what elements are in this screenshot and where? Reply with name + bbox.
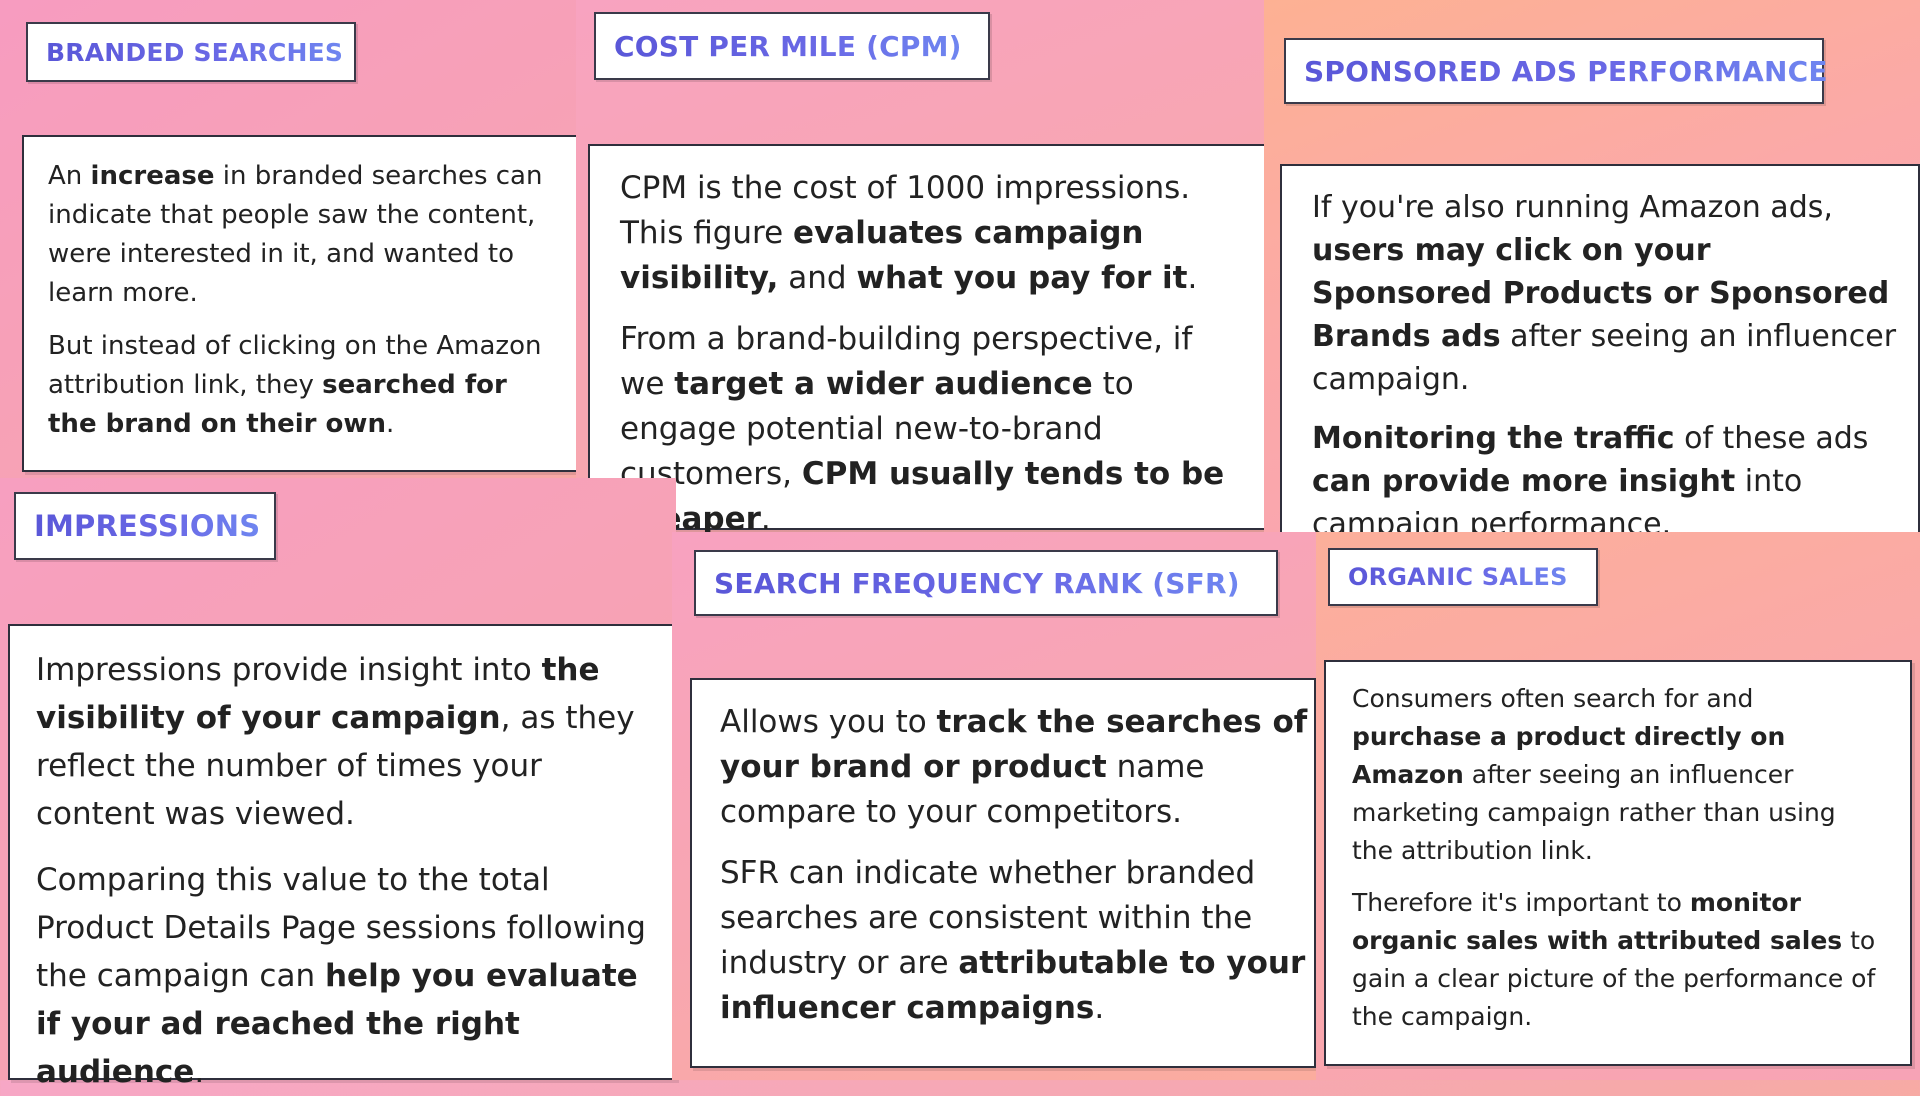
branded-searches-title: BRANDED SEARCHES	[46, 37, 344, 67]
branded-searches-paragraph-1: An increase in branded searches can indi…	[48, 161, 543, 308]
cpm-body: CPM is the cost of 1000 impressions. Thi…	[588, 144, 1266, 537]
cpm-title: COST PER MILE (CPM)	[614, 29, 962, 63]
sfr-paragraph-2: SFR can indicate whether branded searche…	[720, 855, 1306, 1026]
sponsored-ads-paragraph-1: If you're also running Amazon ads, users…	[1312, 190, 1897, 397]
organic-sales-paragraph-2: Therefore it's important to monitor orga…	[1352, 888, 1876, 1031]
cpm-paragraph-1: CPM is the cost of 1000 impressions. Thi…	[620, 170, 1198, 296]
branded-searches-paragraph-2: But instead of clicking on the Amazon at…	[48, 331, 542, 439]
organic-sales-title: ORGANIC SALES	[1348, 563, 1568, 591]
sponsored-ads-title: SPONSORED ADS PERFORMANCE	[1304, 54, 1828, 88]
branded-searches-body: An increase in branded searches can indi…	[22, 135, 578, 472]
sponsored-ads-paragraph-2: Monitoring the traffic of these ads can …	[1312, 421, 1869, 542]
sfr-body: Allows you to track the searches of your…	[690, 678, 1316, 1068]
tile-sfr: SEARCH FREQUENCY RANK (SFR) Allows you t…	[672, 532, 1316, 1080]
tile-impressions: IMPRESSIONS Impressions provide insight …	[0, 478, 676, 1090]
branded-searches-title-tag: BRANDED SEARCHES	[26, 22, 356, 82]
tile-sponsored-ads: SPONSORED ADS PERFORMANCE If you're also…	[1264, 0, 1920, 545]
tile-cpm: COST PER MILE (CPM) CPM is the cost of 1…	[576, 0, 1266, 540]
sponsored-ads-title-tag: SPONSORED ADS PERFORMANCE	[1284, 38, 1828, 104]
sponsored-ads-body: If you're also running Amazon ads, users…	[1280, 164, 1920, 542]
organic-sales-paragraph-1: Consumers often search for and purchase …	[1352, 684, 1836, 865]
sfr-title-tag: SEARCH FREQUENCY RANK (SFR)	[694, 550, 1278, 616]
tile-organic-sales: ORGANIC SALES Consumers often search for…	[1316, 532, 1920, 1080]
sfr-paragraph-1: Allows you to track the searches of your…	[720, 704, 1308, 830]
organic-sales-title-tag: ORGANIC SALES	[1328, 548, 1598, 606]
cpm-paragraph-2: From a brand-building perspective, if we…	[620, 321, 1225, 537]
impressions-paragraph-1: Impressions provide insight into the vis…	[36, 652, 635, 832]
impressions-title-tag: IMPRESSIONS	[14, 492, 276, 560]
cpm-title-tag: COST PER MILE (CPM)	[594, 12, 990, 80]
organic-sales-body: Consumers often search for and purchase …	[1324, 660, 1912, 1066]
sfr-title: SEARCH FREQUENCY RANK (SFR)	[714, 566, 1240, 600]
impressions-body: Impressions provide insight into the vis…	[8, 624, 676, 1090]
tile-branded-searches: BRANDED SEARCHES An increase in branded …	[0, 0, 585, 487]
impressions-paragraph-2: Comparing this value to the total Produc…	[36, 862, 646, 1090]
impressions-title: IMPRESSIONS	[34, 509, 261, 543]
